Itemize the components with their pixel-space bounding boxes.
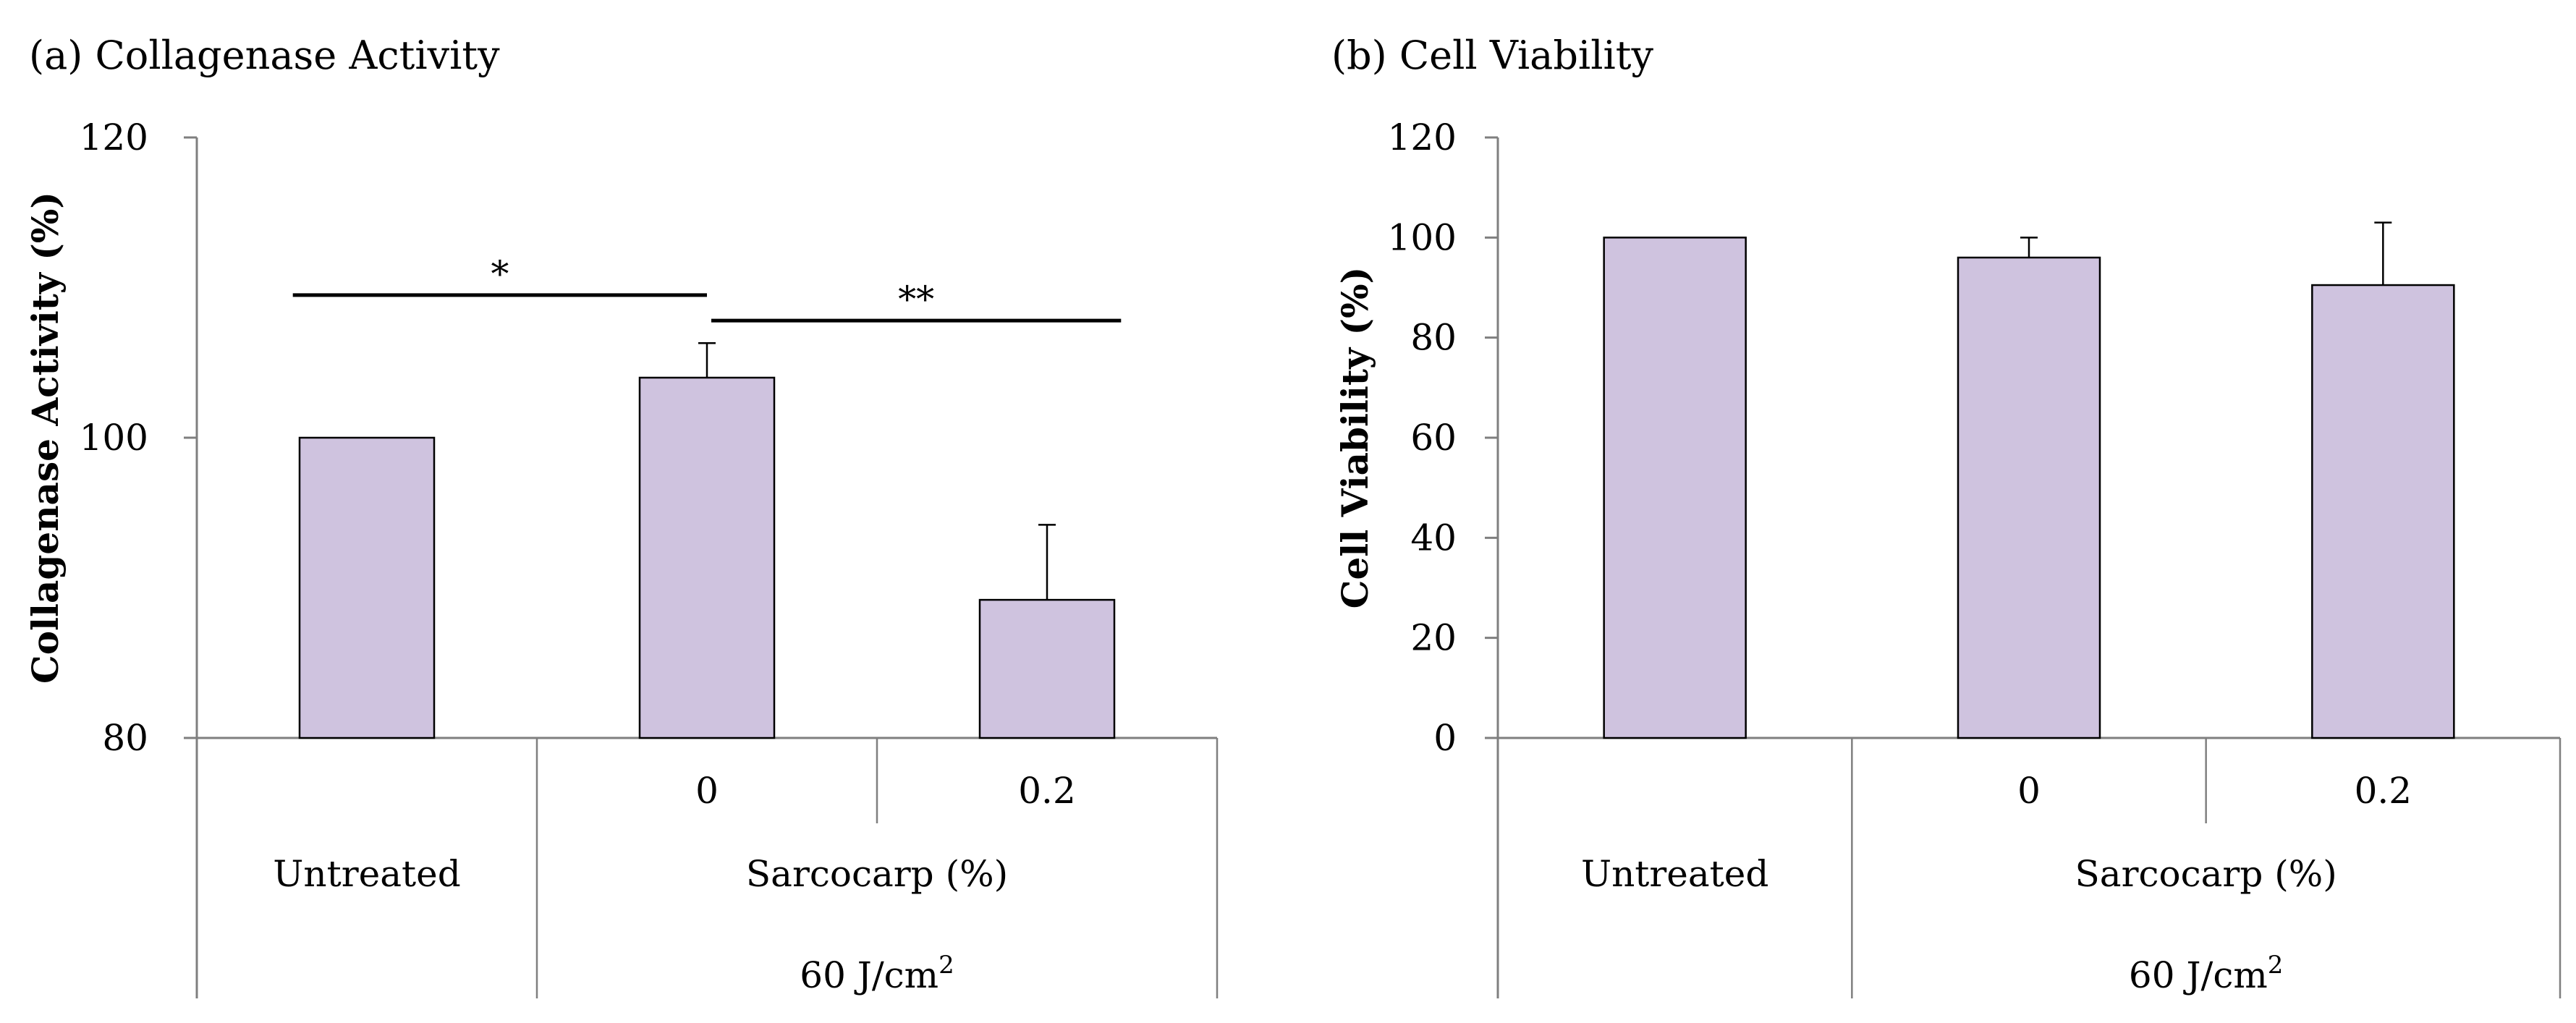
y-axis-title: Collagenase Activity (%) (24, 192, 67, 684)
dose-text: 60 J/cm (800, 954, 939, 996)
bar-sarcocarp-0 (1957, 256, 2101, 739)
y-tick-label: 100 (80, 417, 148, 459)
group-label-dose: 60 J/cm2 (800, 951, 954, 996)
x-tick-label: 0.2 (2355, 770, 2412, 812)
group-label-dose: 60 J/cm2 (2129, 951, 2283, 996)
bar-sarcocarp-0 (638, 376, 776, 739)
dose-superscript: 2 (939, 951, 954, 980)
category-label-untreated: Untreated (1581, 853, 1768, 895)
y-tick-label: 40 (1410, 517, 1457, 559)
y-tick-label: 60 (1410, 417, 1457, 459)
bar-sarcocarp-0.2 (978, 598, 1116, 739)
y-tick-label: 100 (1388, 216, 1457, 258)
panel-title: (a) Collagenase Activity (29, 33, 500, 78)
category-label-untreated: Untreated (273, 853, 460, 895)
group-label-sarcocarp: Sarcocarp (%) (746, 853, 1008, 895)
panel-title: (b) Cell Viability (1331, 33, 1653, 78)
x-tick-label: 0.2 (1018, 770, 1076, 812)
group-label-sarcocarp: Sarcocarp (%) (2075, 853, 2337, 895)
chart-panel-collagenase: (a) Collagenase Activity 80 100 120 Collagen… (24, 33, 1219, 998)
y-tick-label: 20 (1410, 617, 1457, 659)
y-tick-label: 120 (1388, 116, 1457, 158)
bar-sarcocarp-0.2 (2311, 284, 2455, 739)
significance-label: * (491, 253, 509, 295)
x-tick-label: 0 (695, 770, 719, 812)
dose-superscript: 2 (2268, 951, 2284, 980)
y-tick-label: 0 (1433, 717, 1457, 759)
y-tick-label: 80 (1410, 317, 1457, 359)
x-tick-label: 0 (2017, 770, 2041, 812)
significance-label: ** (898, 279, 934, 321)
y-axis-title: Cell Viability (%) (1334, 267, 1376, 609)
y-tick-label: 120 (80, 116, 148, 158)
dose-text: 60 J/cm (2129, 954, 2268, 996)
y-tick-label: 80 (102, 717, 148, 759)
bar-untreated (1603, 237, 1747, 739)
bar-untreated (298, 436, 436, 739)
